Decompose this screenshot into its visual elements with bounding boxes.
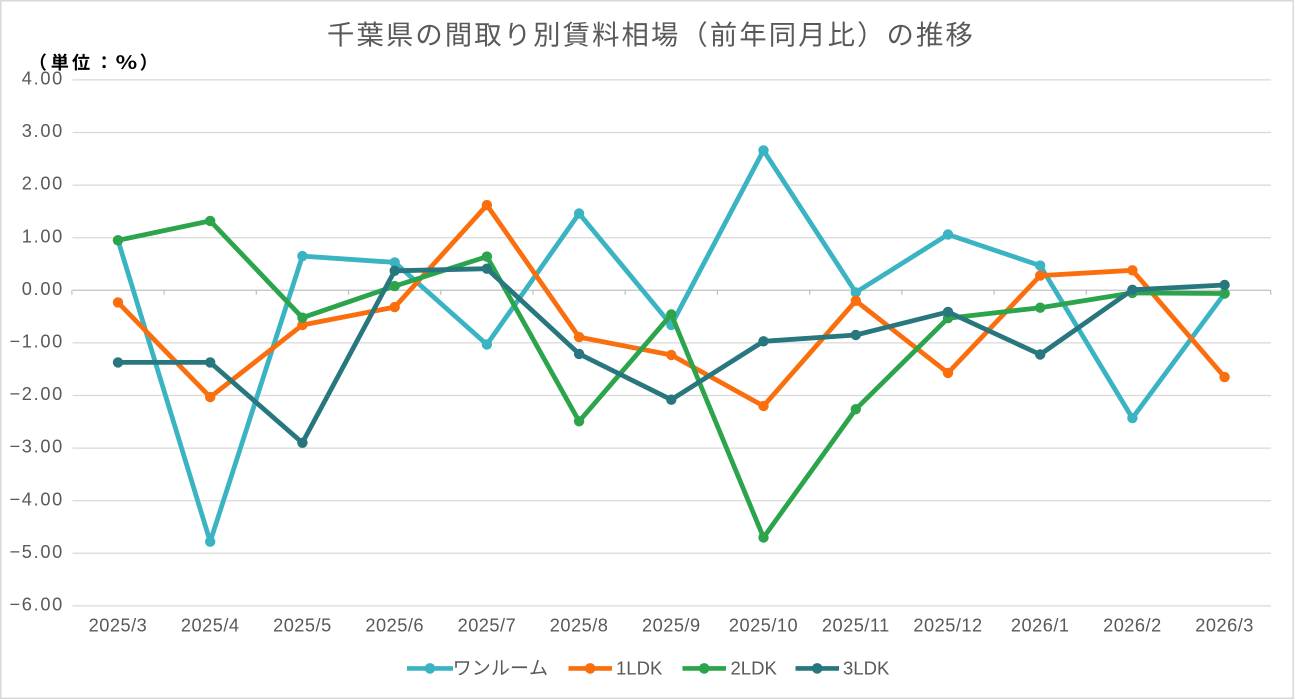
- svg-text:−5.00: −5.00: [9, 542, 64, 562]
- svg-text:2026/1: 2026/1: [1011, 616, 1070, 636]
- svg-text:2.00: 2.00: [22, 174, 64, 194]
- svg-text:2025/4: 2025/4: [181, 616, 240, 636]
- svg-text:−3.00: −3.00: [9, 437, 64, 457]
- svg-text:−4.00: −4.00: [9, 489, 64, 509]
- svg-text:3.00: 3.00: [22, 121, 64, 141]
- svg-text:2025/10: 2025/10: [729, 616, 798, 636]
- svg-text:2025/5: 2025/5: [273, 616, 332, 636]
- svg-text:2026/2: 2026/2: [1103, 616, 1162, 636]
- svg-text:2025/12: 2025/12: [913, 616, 982, 636]
- svg-text:1LDK: 1LDK: [616, 658, 663, 679]
- svg-text:−6.00: −6.00: [9, 595, 64, 615]
- svg-text:−1.00: −1.00: [9, 332, 64, 352]
- svg-text:2LDK: 2LDK: [731, 658, 778, 679]
- svg-text:2025/6: 2025/6: [365, 616, 424, 636]
- svg-text:3LDK: 3LDK: [843, 658, 890, 679]
- svg-text:2026/3: 2026/3: [1195, 616, 1254, 636]
- svg-text:2025/3: 2025/3: [89, 616, 148, 636]
- svg-text:1.00: 1.00: [22, 226, 64, 246]
- svg-text:0.00: 0.00: [22, 279, 64, 299]
- svg-text:−2.00: −2.00: [9, 384, 64, 404]
- svg-text:2025/9: 2025/9: [642, 616, 701, 636]
- svg-text:2025/11: 2025/11: [822, 616, 890, 636]
- svg-text:4.00: 4.00: [22, 69, 64, 89]
- svg-text:2025/7: 2025/7: [458, 616, 517, 636]
- svg-text:2025/8: 2025/8: [550, 616, 609, 636]
